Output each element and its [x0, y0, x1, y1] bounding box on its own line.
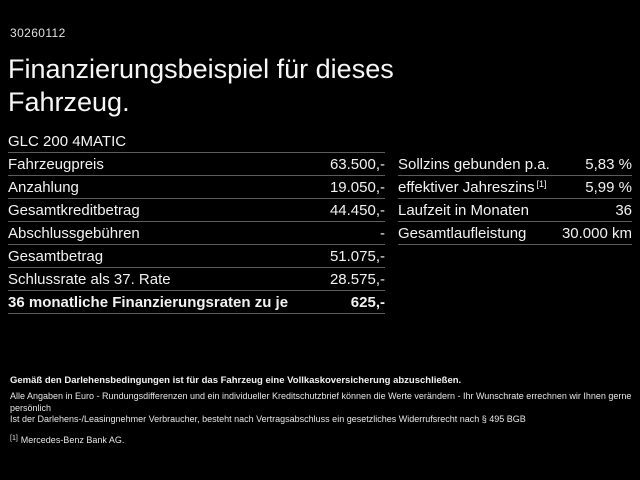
table-row: Gesamtkreditbetrag 44.450,- — [8, 199, 385, 222]
row-value: 28.575,- — [329, 270, 385, 288]
row-value: 51.075,- — [329, 247, 385, 265]
bank-footnote: [1] Mercedes-Benz Bank AG. — [10, 433, 632, 446]
table-row-monthly-rate: 36 monatliche Finanzierungsraten zu je 6… — [8, 291, 385, 314]
row-label: Gesamtkreditbetrag — [8, 201, 140, 219]
row-label: Gesamtbetrag — [8, 247, 104, 265]
row-label: Fahrzeugpreis — [8, 155, 104, 173]
footnote-marker: [1] — [536, 178, 547, 189]
financing-details-table: GLC 200 4MATIC Fahrzeugpreis 63.500,- An… — [8, 132, 385, 314]
row-label-text: effektiver Jahreszins — [398, 178, 535, 196]
row-label: 36 monatliche Finanzierungsraten zu je — [8, 293, 289, 311]
row-label: Abschlussgebühren — [8, 224, 140, 242]
row-label: Sollzins gebunden p.a. — [398, 155, 550, 173]
page-title-line1: Finanzierungsbeispiel für dieses — [8, 54, 394, 84]
row-value: 5,83 % — [585, 155, 632, 173]
table-row: effektiver Jahreszins [1] 5,99 % — [398, 176, 632, 199]
footnote-text: Mercedes-Benz Bank AG. — [20, 434, 125, 445]
row-value: 30.000 km — [561, 224, 632, 242]
row-label: Anzahlung — [8, 178, 79, 196]
table-row: Anzahlung 19.050,- — [8, 176, 385, 199]
insurance-note: Gemäß den Darlehensbedingungen ist für d… — [10, 375, 462, 386]
row-label: effektiver Jahreszins [1] — [398, 179, 546, 196]
table-row: Gesamtbetrag 51.075,- — [8, 245, 385, 268]
table-row: Schlussrate als 37. Rate 28.575,- — [8, 268, 385, 291]
table-row: Laufzeit in Monaten 36 — [398, 199, 632, 222]
disclaimer-line1: Alle Angaben in Euro - Rundungsdifferenz… — [10, 391, 632, 413]
row-value: 19.050,- — [329, 178, 385, 196]
vehicle-model-header: GLC 200 4MATIC — [8, 132, 385, 153]
row-value: 63.500,- — [329, 155, 385, 173]
page-title: Finanzierungsbeispiel für dieses Fahrzeu… — [8, 53, 394, 119]
financing-tables: GLC 200 4MATIC Fahrzeugpreis 63.500,- An… — [8, 132, 632, 314]
row-value: 5,99 % — [585, 178, 632, 196]
table-row: Sollzins gebunden p.a. 5,83 % — [398, 153, 632, 176]
table-row: Fahrzeugpreis 63.500,- — [8, 153, 385, 176]
row-value: 36 — [615, 201, 632, 219]
disclaimer-line2: Ist der Darlehens-/Leasingnehmer Verbrau… — [10, 414, 526, 424]
interest-conditions-table: Sollzins gebunden p.a. 5,83 % effektiver… — [398, 153, 632, 245]
row-label: Schlussrate als 37. Rate — [8, 270, 171, 288]
row-value: - — [380, 224, 385, 242]
row-value: 625,- — [350, 293, 385, 311]
page-title-line2: Fahrzeug. — [8, 87, 130, 117]
offer-id: 30260112 — [10, 26, 66, 40]
row-label: Laufzeit in Monaten — [398, 201, 529, 219]
table-row: Abschlussgebühren - — [8, 222, 385, 245]
row-label: Gesamtlaufleistung — [398, 224, 527, 242]
row-value: 44.450,- — [329, 201, 385, 219]
legal-footer: Gemäß den Darlehensbedingungen ist für d… — [10, 375, 632, 446]
footnote-marker: [1] — [10, 434, 18, 442]
table-row: Gesamtlaufleistung 30.000 km — [398, 222, 632, 245]
